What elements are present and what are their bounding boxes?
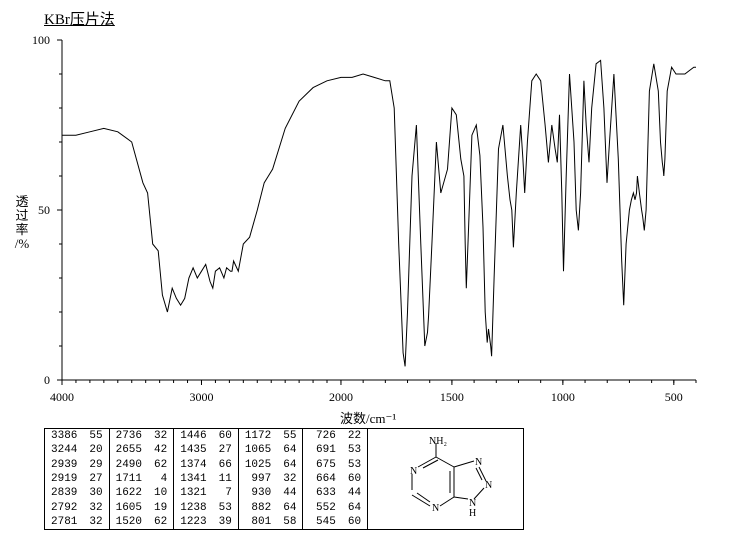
table-row: 2839301622101321 7 93044 63344	[45, 486, 368, 500]
y-tick-label: 50	[28, 203, 50, 218]
table-row: 324420265542143527106564 69153	[45, 443, 368, 457]
svg-text:NH₂: NH₂	[429, 436, 447, 447]
x-tick-label: 500	[654, 390, 694, 405]
molecule-box: NH₂ N N N N N H	[368, 428, 524, 530]
x-tick-label: 1500	[432, 390, 472, 405]
data-tables: 338655273632144660117255 726223244202655…	[44, 428, 524, 530]
table-row: 278132152062122339 80158 54560	[45, 515, 368, 530]
svg-text:N: N	[475, 457, 482, 468]
y-tick-label: 100	[28, 33, 50, 48]
x-tick-label: 2000	[321, 390, 361, 405]
x-tick-label: 1000	[543, 390, 583, 405]
x-axis-label: 波数/cm⁻¹	[340, 408, 396, 427]
svg-text:H: H	[469, 508, 476, 519]
table-row: 2919271711 4134111 99732 66460	[45, 472, 368, 486]
x-tick-label: 3000	[181, 390, 221, 405]
x-tick-label: 4000	[42, 390, 82, 405]
y-tick-label: 0	[28, 373, 50, 388]
molecule-svg: NH₂ N N N N N H	[390, 435, 505, 525]
svg-text:N: N	[432, 503, 439, 514]
table-row: 279232160519123853 88264 55264	[45, 500, 368, 514]
peak-table: 338655273632144660117255 726223244202655…	[44, 428, 368, 530]
ir-spectrum-chart	[44, 30, 704, 405]
svg-text:N: N	[410, 466, 417, 477]
table-row: 338655273632144660117255 72622	[45, 429, 368, 444]
table-row: 293929249062137466102564 67553	[45, 458, 368, 472]
svg-text:N: N	[485, 480, 492, 491]
spectrum-svg	[44, 30, 704, 405]
page-title: KBr压片法	[44, 8, 115, 29]
